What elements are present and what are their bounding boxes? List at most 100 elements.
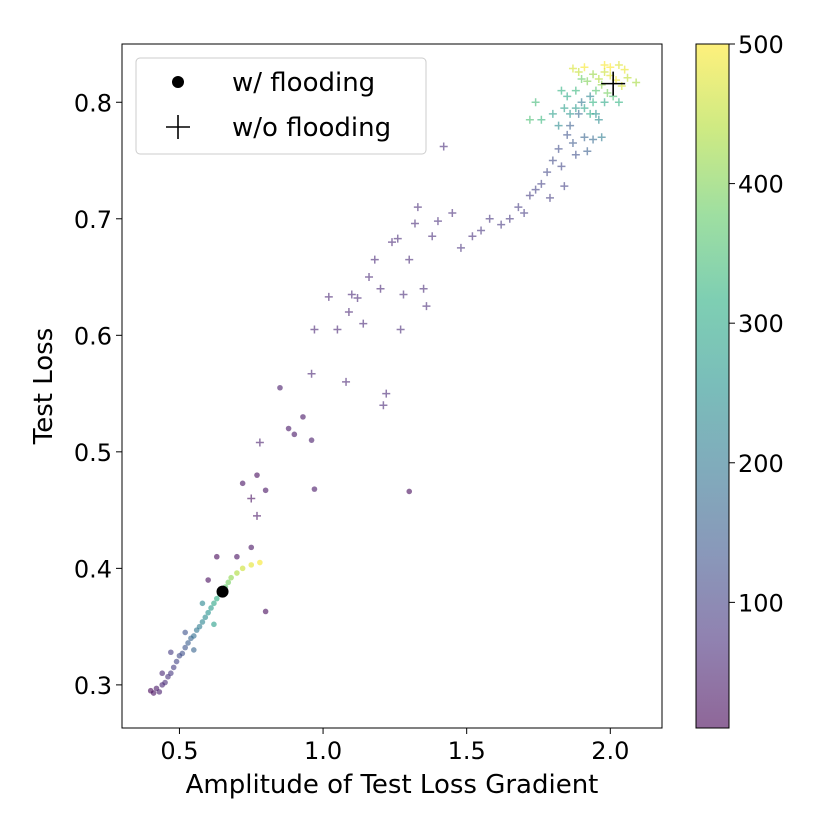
no-flooding-point [574, 109, 583, 118]
flooding-point [182, 644, 188, 651]
no-flooding-point [560, 182, 569, 191]
no-flooding-point [574, 67, 583, 76]
no-flooding-point [580, 104, 589, 113]
colorbar-tick-label: 100 [738, 589, 784, 617]
flooding-point [213, 553, 220, 560]
no-flooding-point [537, 115, 546, 124]
y-tick-label: 0.3 [74, 672, 112, 700]
final-point-with-flooding [216, 585, 229, 598]
x-tick-label: 0.5 [160, 737, 198, 765]
no-flooding-point [580, 63, 589, 72]
no-flooding-point [382, 389, 391, 398]
no-flooding-point [589, 70, 598, 79]
no-flooding-point [583, 77, 592, 86]
no-flooding-point [365, 273, 374, 282]
no-flooding-point [399, 290, 408, 299]
legend: w/ flooding w/o flooding [135, 57, 427, 155]
no-flooding-point [347, 290, 356, 299]
legend-box [135, 57, 427, 155]
flooding-point [196, 623, 203, 630]
no-flooding-point [468, 232, 477, 241]
no-flooding-point [563, 92, 572, 101]
no-flooding-point [520, 208, 529, 217]
data-points [147, 60, 641, 696]
no-flooding-point [557, 162, 566, 171]
flooding-point [239, 480, 246, 487]
flooding-point [170, 664, 177, 671]
flooding-point [205, 609, 211, 616]
no-flooding-point [589, 135, 598, 144]
legend-dot-marker [172, 76, 184, 88]
flooding-point [234, 570, 240, 576]
colorbar-ticks: 100 200 300 400 500 [729, 31, 784, 617]
no-flooding-point [393, 234, 402, 243]
no-flooding-point [603, 88, 612, 97]
flooding-point [179, 650, 186, 657]
no-flooding-point [405, 255, 414, 264]
no-flooding-point [456, 243, 465, 252]
flooding-point [406, 488, 413, 495]
colorbar [695, 43, 730, 729]
flooding-point [173, 658, 180, 665]
flooding-point [257, 559, 263, 566]
flooding-point [228, 574, 234, 581]
no-flooding-point [591, 86, 600, 95]
flooding-point [254, 472, 260, 478]
no-flooding-point [376, 284, 385, 293]
no-flooding-point [505, 214, 514, 223]
no-flooding-point [448, 208, 457, 217]
no-flooding-point [477, 226, 486, 235]
no-flooding-point [333, 325, 342, 334]
x-tick-label: 2.0 [591, 737, 629, 765]
no-flooding-point [537, 179, 546, 188]
flooding-point [234, 553, 240, 560]
flooding-point [248, 544, 255, 551]
no-flooding-point [554, 121, 563, 130]
no-flooding-point [514, 203, 523, 212]
no-flooding-point [614, 98, 623, 107]
no-flooding-point [586, 92, 595, 101]
no-flooding-point [589, 98, 598, 107]
flooding-point [199, 600, 206, 607]
no-flooding-point [571, 86, 580, 95]
flooding-point [168, 649, 174, 656]
no-flooding-point [560, 104, 569, 113]
no-flooding-point [525, 115, 534, 124]
no-flooding-point [548, 109, 557, 118]
y-tick-label: 0.4 [74, 555, 112, 583]
x-tick-label: 1.0 [304, 737, 342, 765]
plot-frame [121, 43, 663, 729]
no-flooding-point [600, 60, 609, 69]
x-axis-label: Amplitude of Test Loss Gradient [186, 770, 599, 800]
flooding-point [150, 690, 157, 696]
no-flooding-point [247, 494, 256, 503]
no-flooding-point [310, 325, 319, 334]
no-flooding-point [563, 130, 572, 139]
y-tick-label: 0.8 [74, 89, 112, 117]
no-flooding-point [439, 142, 448, 151]
final-point-without-flooding [601, 71, 626, 96]
no-flooding-point [379, 401, 388, 410]
no-flooding-point [571, 104, 580, 113]
no-flooding-point [253, 511, 261, 520]
flooding-point [191, 647, 197, 653]
no-flooding-point [557, 86, 566, 95]
no-flooding-point [543, 168, 552, 177]
x-axis: 0.5 1.0 1.5 2.0 [160, 728, 629, 765]
flooding-point [159, 670, 166, 677]
flooding-point [199, 619, 206, 625]
no-flooding-point [413, 203, 422, 212]
no-flooding-point [324, 292, 333, 301]
x-tick-label: 1.5 [448, 737, 486, 765]
no-flooding-point [433, 217, 442, 226]
y-tick-label: 0.6 [74, 322, 112, 350]
flooding-point [162, 679, 168, 686]
no-flooding-point [396, 325, 405, 334]
no-flooding-point [577, 74, 586, 83]
no-flooding-point [548, 156, 557, 165]
legend-plus-marker [166, 115, 190, 139]
no-flooding-point [342, 377, 351, 386]
no-flooding-point [571, 150, 580, 159]
no-flooding-point [531, 185, 540, 194]
flooding-point [262, 608, 269, 615]
